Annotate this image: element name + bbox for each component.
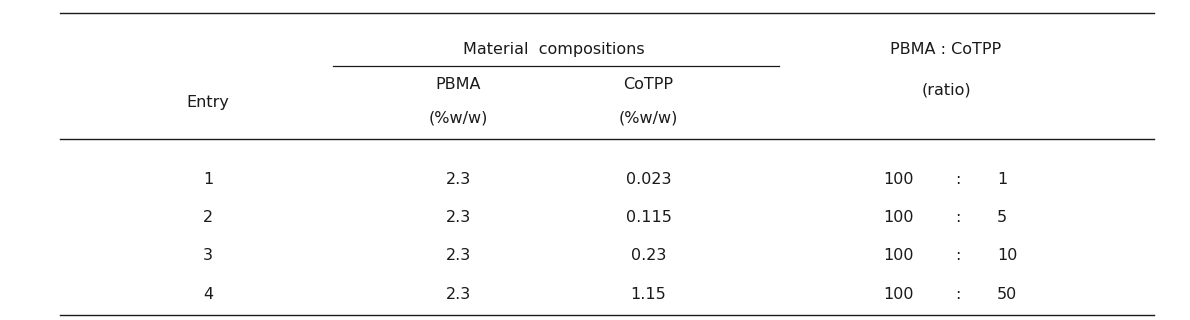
Text: 0.023: 0.023	[626, 172, 671, 187]
Text: 3: 3	[203, 249, 213, 263]
Text: PBMA : CoTPP: PBMA : CoTPP	[890, 42, 1002, 57]
Text: CoTPP: CoTPP	[624, 77, 674, 92]
Text: 10: 10	[997, 249, 1017, 263]
Text: 0.23: 0.23	[631, 249, 666, 263]
Text: 2: 2	[203, 210, 213, 225]
Text: :: :	[956, 249, 960, 263]
Text: :: :	[956, 287, 960, 302]
Text: 100: 100	[883, 172, 914, 187]
Text: 5: 5	[997, 210, 1008, 225]
Text: (ratio): (ratio)	[921, 82, 971, 97]
Text: 1.15: 1.15	[631, 287, 666, 302]
Text: PBMA: PBMA	[436, 77, 481, 92]
Text: (%w/w): (%w/w)	[619, 111, 678, 126]
Text: 1: 1	[997, 172, 1008, 187]
Text: (%w/w): (%w/w)	[428, 111, 488, 126]
Text: 2.3: 2.3	[445, 210, 471, 225]
Text: 2.3: 2.3	[445, 249, 471, 263]
Text: 2.3: 2.3	[445, 172, 471, 187]
Text: 1: 1	[203, 172, 213, 187]
Text: 100: 100	[883, 287, 914, 302]
Text: :: :	[956, 210, 960, 225]
Text: 100: 100	[883, 210, 914, 225]
Text: 4: 4	[203, 287, 213, 302]
Text: 50: 50	[997, 287, 1017, 302]
Text: 2.3: 2.3	[445, 287, 471, 302]
Text: Entry: Entry	[187, 95, 230, 110]
Text: 0.115: 0.115	[626, 210, 671, 225]
Text: Material  compositions: Material compositions	[463, 42, 644, 57]
Text: 100: 100	[883, 249, 914, 263]
Text: :: :	[956, 172, 960, 187]
